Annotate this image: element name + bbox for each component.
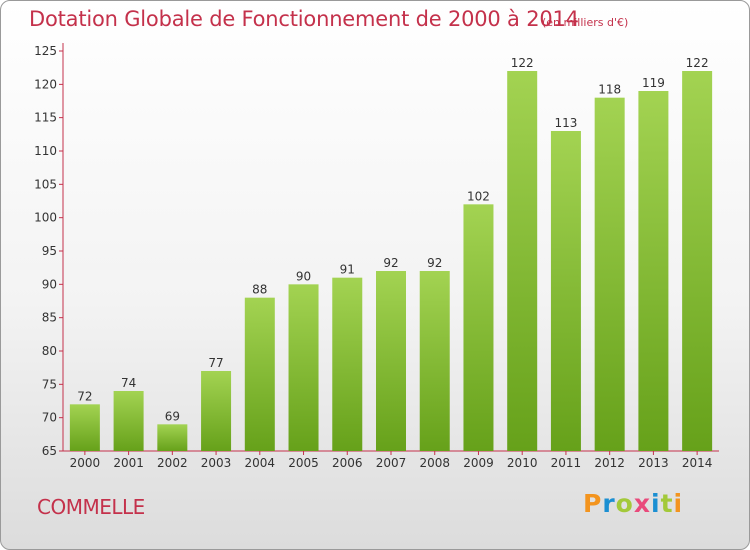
- logo-letter: o: [615, 489, 634, 518]
- data-label: 122: [686, 56, 709, 70]
- y-tick-label: 90: [42, 277, 57, 291]
- data-labels: 72 74 69 77 88 90 91 92 92 102 122 113 118 119 122: [77, 56, 708, 423]
- bar: [332, 277, 363, 451]
- x-tick-label: 2012: [594, 456, 625, 470]
- x-tick-label: 2004: [245, 456, 276, 470]
- bar: [288, 284, 319, 451]
- y-tick-label: 115: [34, 111, 57, 125]
- data-label: 91: [340, 263, 355, 277]
- bar: [507, 71, 538, 451]
- logo-letter: i: [673, 489, 684, 518]
- y-tick-label: 110: [34, 144, 57, 158]
- y-tick-label: 105: [34, 177, 57, 191]
- y-tick-label: 120: [34, 77, 57, 91]
- x-tick-label: 2006: [332, 456, 363, 470]
- logo-letter: P: [583, 489, 603, 518]
- data-label: 90: [296, 269, 311, 283]
- x-tick-label: 2007: [376, 456, 407, 470]
- chart-unit-subtitle: (en milliers d'€): [542, 16, 629, 29]
- x-tick-label: 2002: [157, 456, 188, 470]
- bar: [682, 71, 713, 451]
- data-label: 69: [165, 409, 180, 423]
- y-tick-label: 65: [42, 444, 57, 458]
- bar: [594, 97, 625, 452]
- chart-axes: 65 70 75 80 85 90 95 100 105 110 115 120 125 2000 2001…: [34, 43, 719, 470]
- data-label: 88: [252, 283, 267, 297]
- x-tick-label: 2008: [419, 456, 450, 470]
- bar: [113, 391, 144, 451]
- x-tick-label: 2011: [551, 456, 582, 470]
- y-tick-label: 100: [34, 211, 57, 225]
- y-tick-label: 80: [42, 344, 57, 358]
- chart-title: Dotation Globale de Fonctionnement de 20…: [29, 7, 579, 31]
- data-label: 77: [208, 356, 223, 370]
- y-tick-label: 75: [42, 377, 57, 391]
- y-tick-label: 85: [42, 311, 57, 325]
- x-tick-label: 2005: [288, 456, 319, 470]
- data-label: 119: [642, 76, 665, 90]
- data-label: 92: [427, 256, 442, 270]
- x-tick-label: 2000: [70, 456, 101, 470]
- y-tick-label: 125: [34, 44, 57, 58]
- bar: [419, 271, 450, 451]
- logo-letter: t: [660, 489, 674, 518]
- logo-letter: x: [633, 489, 651, 518]
- y-tick-label: 70: [42, 411, 57, 425]
- bar: [550, 131, 581, 451]
- bar: [157, 424, 188, 451]
- logo-letter: i: [651, 489, 661, 518]
- data-label: 118: [598, 83, 621, 97]
- data-label: 92: [383, 256, 398, 270]
- bar: [244, 297, 275, 451]
- bar: [69, 404, 100, 451]
- bar: [201, 371, 232, 451]
- y-tick-label: 95: [42, 244, 57, 258]
- x-tick-label: 2003: [201, 456, 232, 470]
- data-label: 74: [121, 376, 136, 390]
- bar: [463, 204, 494, 451]
- x-tick-label: 2009: [463, 456, 494, 470]
- x-tick-label: 2014: [682, 456, 713, 470]
- data-label: 102: [467, 189, 490, 203]
- data-label: 122: [511, 56, 534, 70]
- x-tick-label: 2013: [638, 456, 669, 470]
- proxiti-logo: Proxiti: [583, 489, 683, 518]
- commune-name: COMMELLE: [37, 495, 145, 519]
- data-label: 113: [554, 116, 577, 130]
- x-tick-label: 2010: [507, 456, 538, 470]
- bar-series: [69, 71, 713, 452]
- x-tick-label: 2001: [113, 456, 144, 470]
- logo-letter: r: [602, 489, 616, 518]
- bar: [638, 91, 669, 451]
- bar: [376, 271, 406, 451]
- data-label: 72: [77, 389, 92, 403]
